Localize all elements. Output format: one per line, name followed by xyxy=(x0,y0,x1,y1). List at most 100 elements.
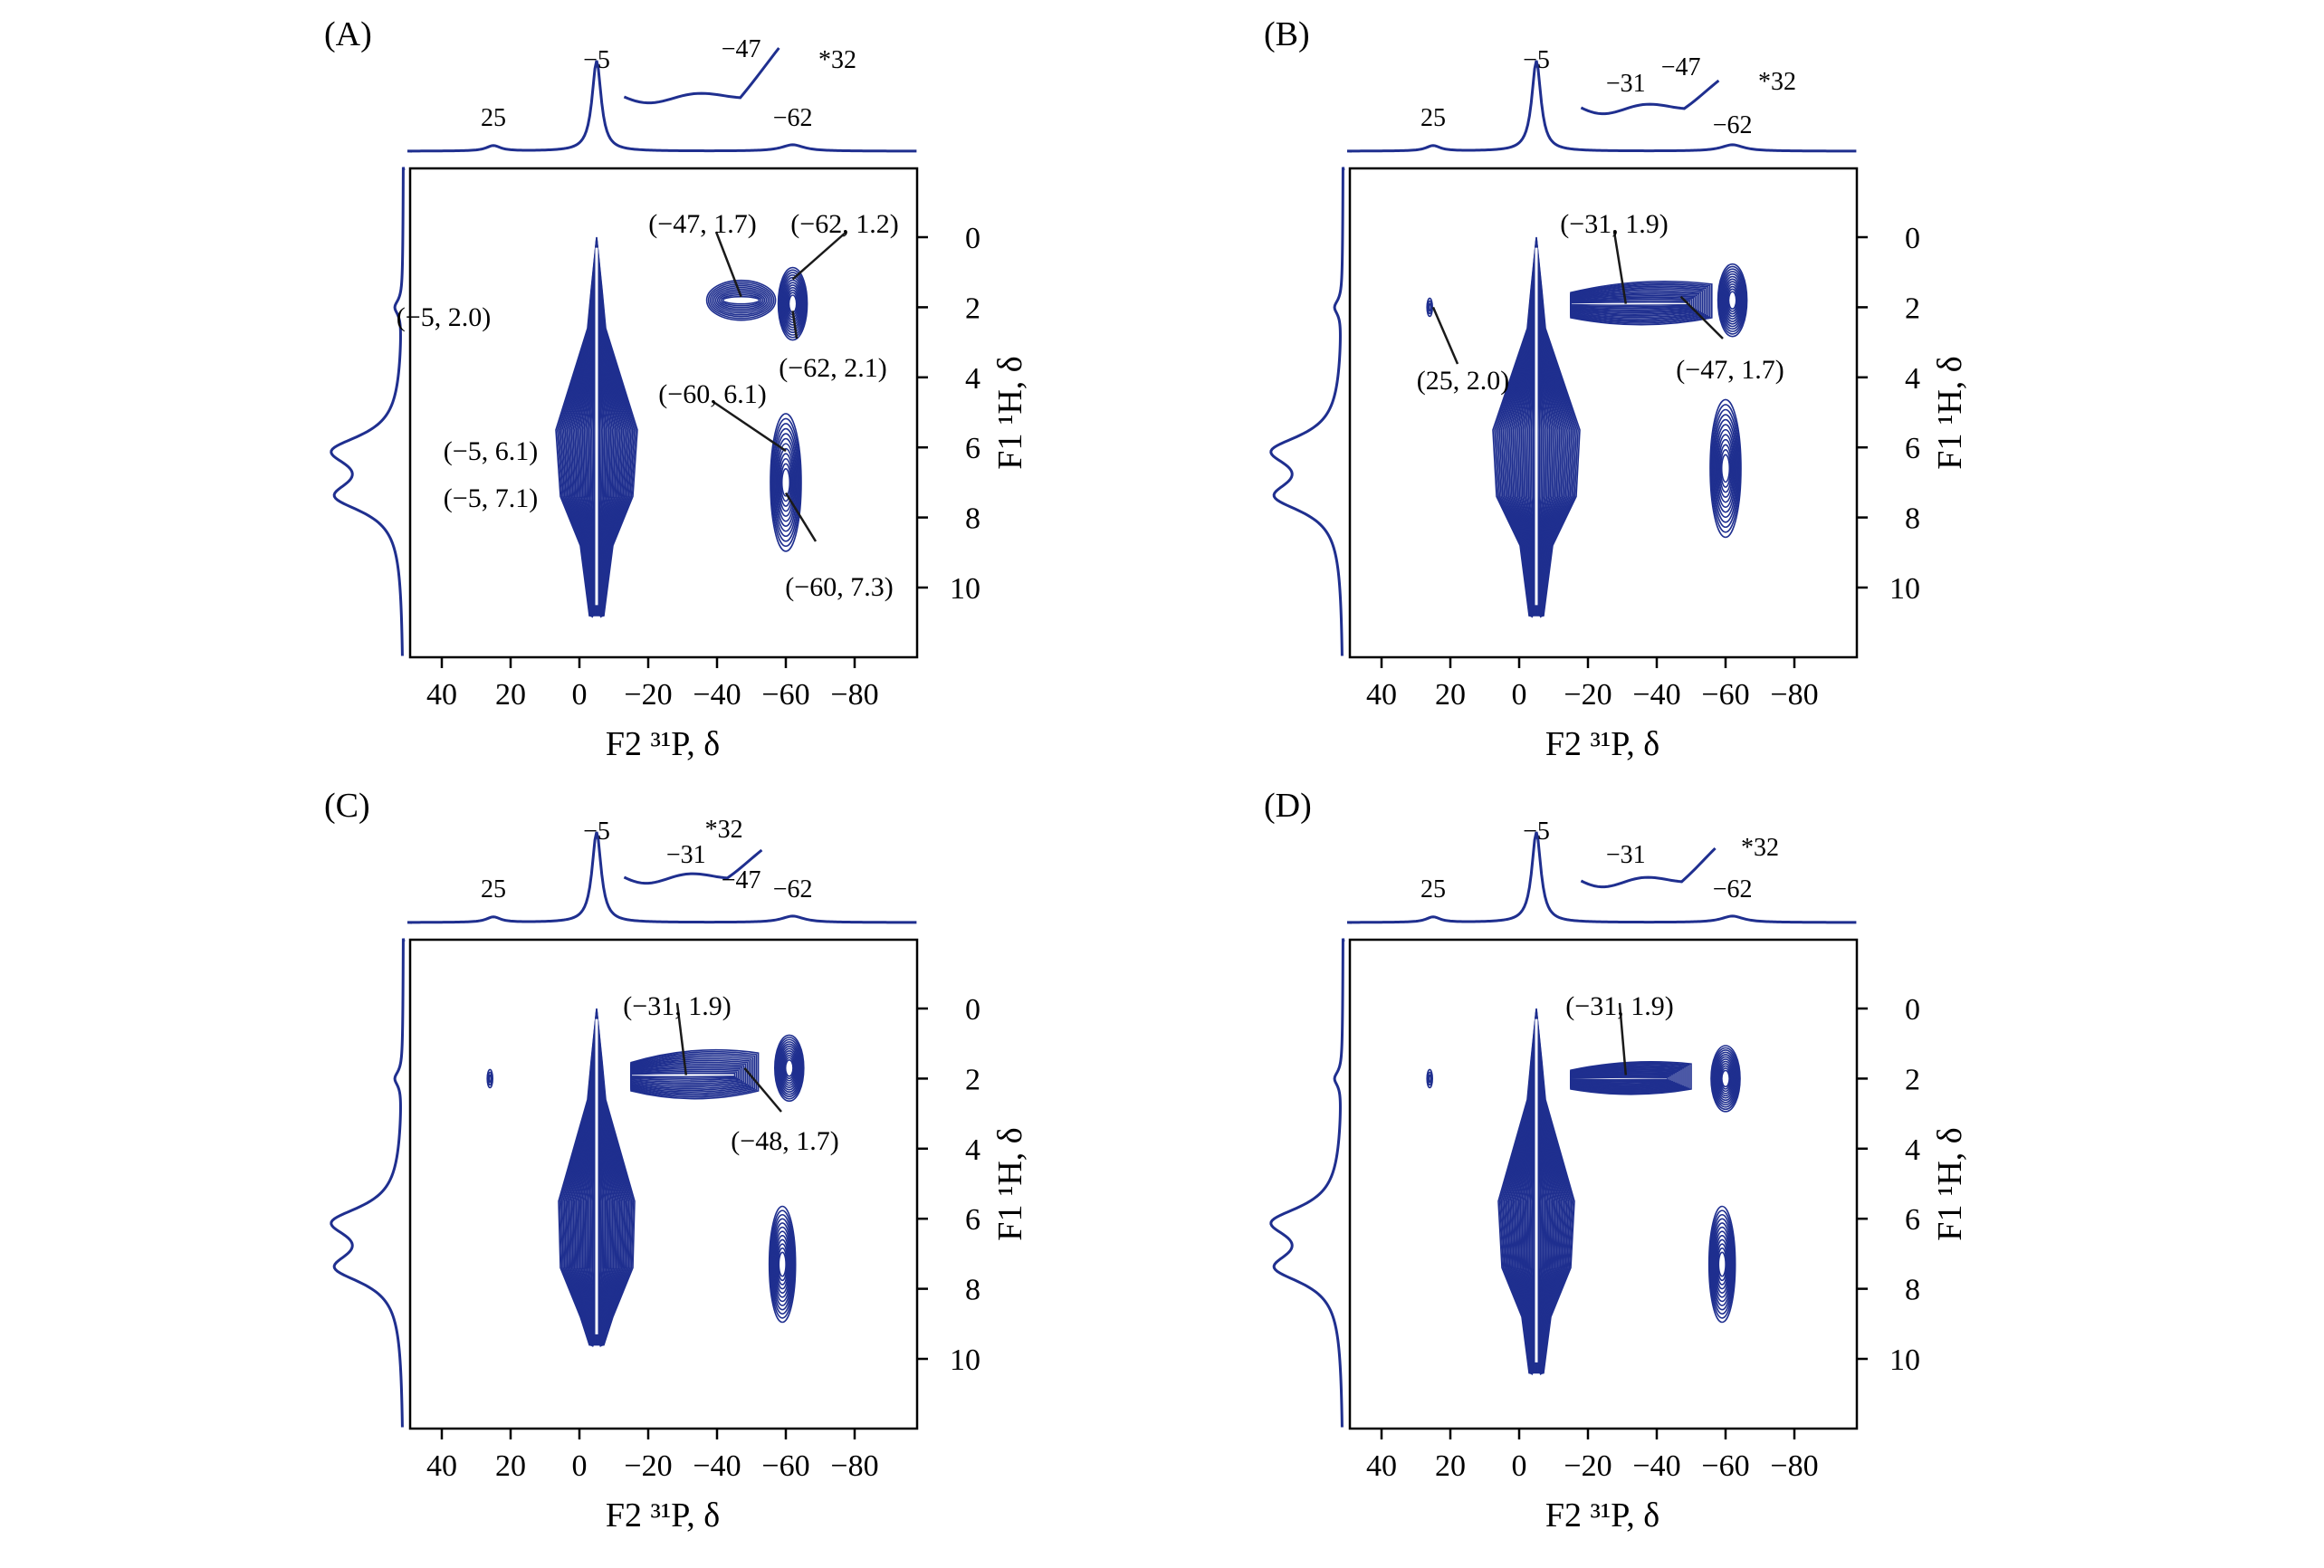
contour-level xyxy=(1428,302,1431,312)
x-tick-label: −20 xyxy=(624,1449,672,1483)
y-tick-label: 6 xyxy=(1905,1203,1920,1237)
contour-level xyxy=(1711,408,1740,529)
contour-level xyxy=(779,1046,800,1091)
cross-peak-label: (−47, 1.7) xyxy=(1676,355,1784,385)
contour-level xyxy=(781,276,805,331)
cross-peak-label: (−62, 1.2) xyxy=(790,209,898,239)
y-tick-label: 4 xyxy=(965,362,980,396)
contour-level xyxy=(781,1052,797,1085)
f1-projection xyxy=(330,938,406,1428)
contour-level xyxy=(1716,1243,1728,1286)
contour-level xyxy=(775,1037,804,1100)
contour-level xyxy=(1718,1065,1733,1093)
contour-level xyxy=(772,427,799,538)
f2-projection-inset xyxy=(1580,846,1717,889)
contour-level xyxy=(1726,288,1738,312)
x-tick-label: −60 xyxy=(761,1449,809,1483)
contour-level xyxy=(769,1209,796,1319)
x-tick-label: −80 xyxy=(1770,678,1818,712)
projection-peak-label: −5 xyxy=(583,817,610,846)
x-tick-label: −40 xyxy=(1632,678,1680,712)
plot-frame xyxy=(408,938,919,1430)
contour-level xyxy=(1570,285,1707,321)
projection-peak-label: −31 xyxy=(666,841,706,869)
y-tick-label: 8 xyxy=(965,1274,980,1307)
contour-level xyxy=(1723,278,1742,322)
projection-peak-label: *32 xyxy=(1758,68,1796,96)
contour-level xyxy=(776,1038,803,1098)
contour-level xyxy=(1710,1218,1734,1311)
contour-level xyxy=(1717,438,1734,498)
projection-peak-label: −47 xyxy=(722,35,761,63)
contour-level xyxy=(1712,1049,1739,1108)
contour-level xyxy=(722,295,760,305)
contour-level xyxy=(1709,398,1742,539)
contour-level xyxy=(1570,280,1713,326)
projection-peak-label: 25 xyxy=(481,104,506,132)
contour-level xyxy=(782,1055,796,1082)
contour-level xyxy=(778,1043,801,1094)
y-tick-label: 6 xyxy=(965,1203,980,1237)
contour-level xyxy=(1570,1074,1672,1083)
y-tick-label: 2 xyxy=(1905,292,1920,325)
y-axis-title: F1 ¹H, δ xyxy=(991,1127,1029,1240)
f2-projection xyxy=(1346,60,1857,153)
cross-peak-label: (−60, 6.1) xyxy=(658,379,766,409)
contour-level xyxy=(1718,268,1746,332)
projection-peak-label: −5 xyxy=(583,46,610,74)
annotation-leader xyxy=(1679,295,1724,339)
y-tick-label: 4 xyxy=(1905,1133,1920,1167)
contour-level xyxy=(779,463,792,502)
contour-level xyxy=(783,282,802,326)
y-tick-label: 10 xyxy=(1889,572,1920,606)
contour-level xyxy=(1570,1061,1692,1095)
panel-a: (A) 40 20 0 −20 −40 −60 −80 0 2 4 6 8 10 F2 ³¹P, δ F1 ¹… xyxy=(324,15,1029,763)
contour-level xyxy=(777,266,808,341)
y-tick-label: 0 xyxy=(965,222,980,255)
x-tick-label: −40 xyxy=(693,678,741,712)
contour-level xyxy=(775,1238,789,1290)
projection-peak-label: 25 xyxy=(1420,104,1446,132)
contour-level xyxy=(1570,1069,1679,1087)
annotations: (−31, 1.9) (−47, 1.7) (25, 2.0) xyxy=(1417,209,1784,396)
contour-level xyxy=(1712,414,1739,523)
y-tick-label: 2 xyxy=(965,1063,980,1096)
contour-level xyxy=(771,1222,793,1306)
x-tick-label: 20 xyxy=(495,678,526,712)
y-tick-label: 0 xyxy=(1905,222,1920,255)
annotation-leader xyxy=(791,231,847,281)
panel-label: (C) xyxy=(324,787,370,825)
contour-level xyxy=(1570,1075,1670,1082)
contour-level xyxy=(1717,1247,1727,1282)
contour-level xyxy=(709,282,773,318)
contour-level xyxy=(630,1050,758,1098)
projection-peak-label: −31 xyxy=(1606,70,1646,98)
contour-plot xyxy=(1426,236,1748,618)
contour-level xyxy=(1427,300,1432,315)
projection-peak-label: −62 xyxy=(773,875,813,904)
contour-level xyxy=(1570,1062,1690,1095)
x-tick-label: −20 xyxy=(624,678,672,712)
x-tick-label: 20 xyxy=(495,1449,526,1483)
x-tick-label: 0 xyxy=(1512,1449,1527,1483)
cross-peak-label: (−48, 1.7) xyxy=(731,1126,838,1156)
contour-level xyxy=(630,1052,756,1096)
contour-level xyxy=(773,1230,791,1298)
contour-level xyxy=(1710,1045,1741,1113)
f2-projection xyxy=(1346,831,1857,924)
contour-plot xyxy=(1426,1008,1741,1376)
x-tick-label: 40 xyxy=(426,678,457,712)
contour-level xyxy=(1717,263,1748,338)
contour-level xyxy=(1709,1213,1735,1315)
cross-peak-label: (25, 2.0) xyxy=(1417,366,1509,396)
contour-level xyxy=(770,417,801,548)
contour-level xyxy=(630,1066,741,1083)
contour-level xyxy=(1570,294,1697,312)
contour-level xyxy=(774,437,798,528)
contour-level xyxy=(486,1068,494,1089)
f1-projection xyxy=(1269,167,1345,656)
contour-level xyxy=(1718,444,1733,493)
panel-d: (D) 40 20 0 −20 −40 −60 −80 0 2 4 6 8 10 F2 ³¹P, δ F1 ¹… xyxy=(1264,787,1969,1535)
contour-level xyxy=(714,288,768,312)
